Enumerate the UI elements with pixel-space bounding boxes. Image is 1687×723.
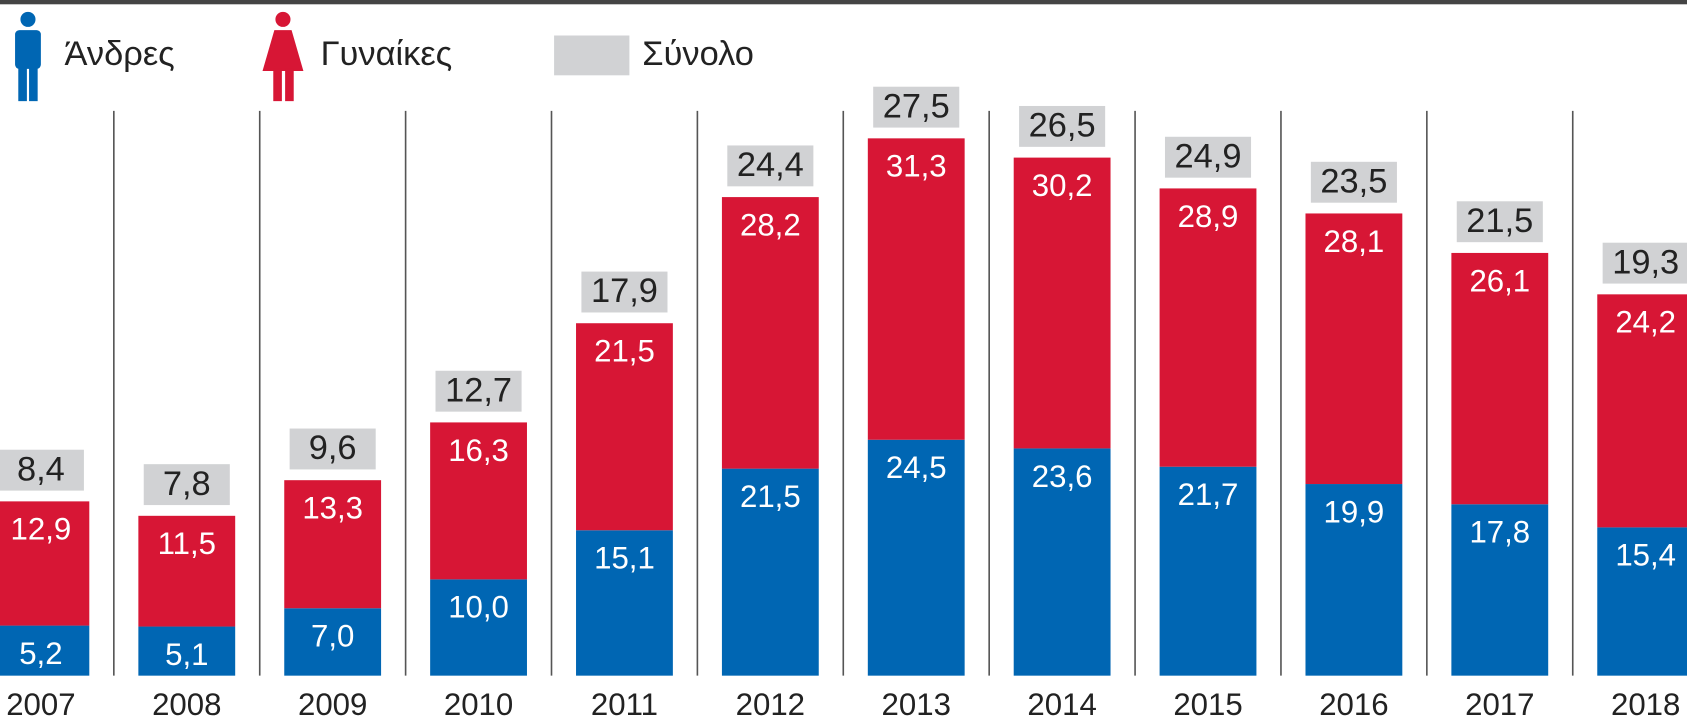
bar — [284, 608, 382, 676]
bar — [721, 468, 819, 676]
legend-label: Γυναίκες — [321, 35, 453, 73]
value-label: 28,9 — [1178, 199, 1239, 234]
bar — [1013, 157, 1111, 449]
total-label: 7,8 — [163, 465, 211, 503]
bar — [721, 197, 819, 469]
total-label: 8,4 — [17, 450, 65, 488]
legend-icon-men — [15, 11, 41, 102]
bar — [1013, 448, 1111, 676]
total-box — [1019, 105, 1106, 147]
value-label: 21,7 — [1178, 477, 1239, 512]
total-box — [1456, 201, 1543, 243]
bar — [1597, 527, 1687, 676]
total-box — [0, 449, 84, 491]
total-box — [873, 86, 960, 128]
x-tick-label: 2009 — [298, 687, 367, 722]
x-tick-label: 2007 — [6, 687, 75, 722]
total-label: 21,5 — [1466, 202, 1533, 240]
total-label: 19,3 — [1612, 243, 1679, 281]
bar — [1305, 484, 1403, 676]
x-tick-label: 2015 — [1173, 687, 1242, 722]
total-box — [143, 464, 230, 506]
total-box — [435, 370, 522, 412]
bar — [138, 626, 236, 676]
total-box — [581, 271, 668, 313]
x-tick-label: 2016 — [1319, 687, 1388, 722]
bar — [1305, 213, 1403, 485]
value-label: 11,5 — [158, 526, 216, 561]
bar — [1451, 252, 1549, 505]
bar — [1597, 294, 1687, 528]
bar — [1159, 188, 1257, 467]
bar — [576, 323, 673, 531]
total-box — [1310, 161, 1397, 203]
bar — [284, 480, 382, 609]
total-label: 24,9 — [1175, 137, 1242, 175]
legend-swatch — [554, 35, 630, 76]
value-label: 19,9 — [1324, 494, 1385, 529]
total-label: 24,4 — [737, 146, 804, 184]
bar — [1451, 504, 1549, 676]
value-label: 7,0 — [311, 619, 354, 654]
x-tick-label: 2014 — [1027, 687, 1096, 722]
bar — [867, 439, 965, 676]
value-label: 12,9 — [11, 512, 72, 547]
bar — [430, 422, 527, 580]
value-label: 15,1 — [594, 541, 655, 576]
value-label: 10,0 — [448, 590, 509, 625]
legend: Άνδρες Γυναίκες Σύνολο — [15, 11, 754, 102]
x-tick-label: 2017 — [1465, 687, 1534, 722]
total-box — [1164, 136, 1252, 178]
value-label: 13,3 — [302, 491, 363, 526]
bar — [138, 515, 236, 627]
total-box — [1602, 242, 1687, 284]
bar — [0, 501, 90, 626]
value-label: 15,4 — [1615, 538, 1676, 573]
legend-label: Άνδρες — [65, 35, 175, 73]
total-label: 27,5 — [883, 87, 950, 125]
bar — [430, 579, 527, 676]
value-label: 21,5 — [740, 479, 801, 514]
total-label: 17,9 — [591, 272, 658, 310]
total-label: 23,5 — [1320, 162, 1387, 200]
value-label: 21,5 — [594, 334, 655, 369]
value-label: 31,3 — [886, 149, 947, 184]
top-rule — [0, 0, 1687, 5]
legend-label: Σύνολο — [642, 35, 754, 73]
bar — [0, 625, 90, 676]
value-label: 28,2 — [740, 207, 801, 242]
legend-icon-women — [262, 11, 304, 102]
total-label: 26,5 — [1029, 107, 1096, 145]
value-label: 17,8 — [1469, 515, 1530, 550]
bar — [1159, 466, 1257, 676]
total-label: 9,6 — [309, 429, 357, 467]
value-label: 24,2 — [1615, 305, 1676, 340]
x-tick-label: 2018 — [1611, 687, 1680, 722]
x-tick-label: 2012 — [736, 687, 805, 722]
value-label: 5,2 — [19, 636, 62, 671]
x-tick-label: 2013 — [882, 687, 951, 722]
value-label: 23,6 — [1032, 459, 1093, 494]
value-label: 16,3 — [448, 433, 509, 468]
value-label: 30,2 — [1032, 168, 1093, 203]
x-tick-label: 2008 — [152, 687, 221, 722]
value-label: 5,1 — [165, 637, 208, 672]
total-label: 12,7 — [445, 371, 512, 409]
x-tick-label: 2011 — [591, 687, 658, 722]
bar — [867, 138, 965, 440]
total-box — [727, 145, 814, 187]
value-label: 28,1 — [1324, 224, 1385, 259]
value-label: 24,5 — [886, 450, 947, 485]
value-label: 26,1 — [1469, 263, 1530, 298]
total-box — [289, 428, 376, 470]
bar — [576, 530, 673, 676]
x-tick-label: 2010 — [444, 687, 513, 722]
